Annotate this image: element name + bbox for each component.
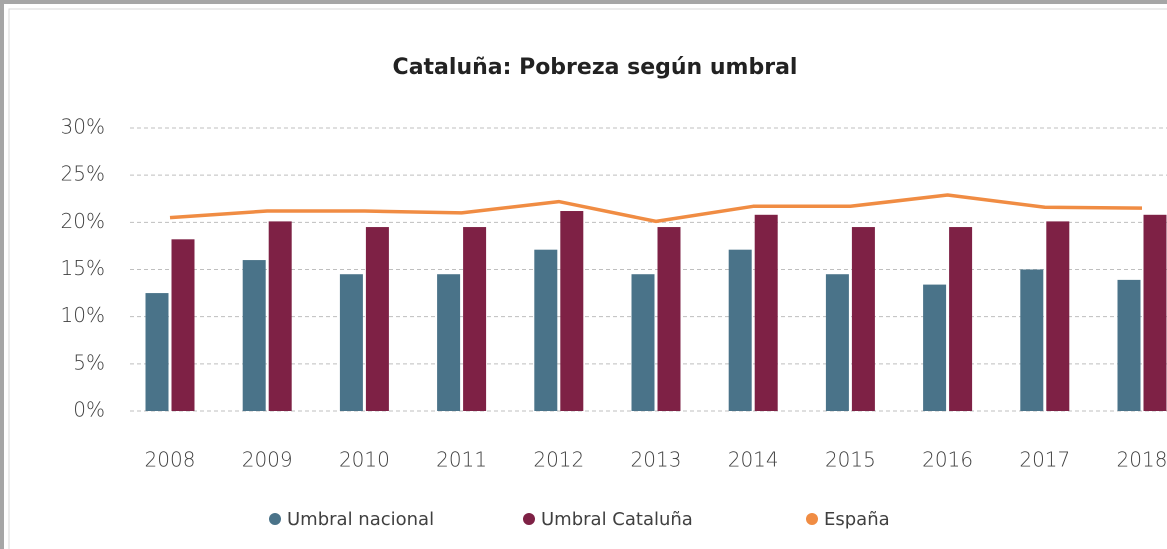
- bar: [825, 274, 849, 411]
- x-tick-label: 2013: [631, 448, 682, 472]
- bar: [949, 227, 973, 411]
- x-tick-label: 2018: [1117, 448, 1167, 472]
- bar: [268, 221, 292, 411]
- x-tick-label: 2015: [825, 448, 876, 472]
- bar: [463, 227, 487, 411]
- bar: [1143, 214, 1167, 411]
- x-tick-label: 2009: [242, 448, 293, 472]
- bar: [242, 260, 266, 411]
- y-tick-label: 30%: [61, 115, 105, 139]
- x-tick-label: 2011: [436, 448, 487, 472]
- bar: [851, 227, 875, 411]
- bar: [1117, 279, 1141, 411]
- bar: [560, 211, 584, 411]
- bar: [437, 274, 461, 411]
- bar: [365, 227, 389, 411]
- bar: [171, 239, 195, 411]
- y-tick-label: 0%: [73, 398, 105, 422]
- chart-title: Cataluña: Pobreza según umbral: [393, 55, 798, 80]
- legend-marker: [806, 513, 818, 525]
- legend-marker: [523, 513, 535, 525]
- bar: [1046, 221, 1070, 411]
- y-tick-label: 10%: [61, 303, 105, 327]
- y-tick-label: 5%: [73, 350, 105, 374]
- x-tick-label: 2012: [533, 448, 584, 472]
- y-tick-label: 25%: [61, 162, 105, 186]
- bar: [339, 274, 363, 411]
- bar: [145, 293, 169, 411]
- y-tick-label: 20%: [61, 209, 105, 233]
- bar: [728, 249, 752, 411]
- x-tick-label: 2017: [1019, 448, 1070, 472]
- line: [169, 193, 1143, 224]
- legend-label: Umbral nacional: [287, 509, 434, 530]
- inner-frame: [8, 8, 1167, 549]
- x-tick-label: 2008: [145, 448, 196, 472]
- legend-label: España: [824, 509, 890, 530]
- bar: [1020, 269, 1044, 411]
- x-tick-label: 2010: [339, 448, 390, 472]
- x-tick-label: 2014: [728, 448, 779, 472]
- bar: [657, 227, 681, 411]
- bar: [923, 284, 947, 411]
- bar: [534, 249, 558, 411]
- y-tick-label: 15%: [61, 256, 105, 280]
- bar: [754, 214, 778, 411]
- bar: [631, 274, 655, 411]
- legend-label: Umbral Cataluña: [541, 509, 693, 530]
- x-tick-label: 2016: [922, 448, 973, 472]
- legend-marker: [269, 513, 281, 525]
